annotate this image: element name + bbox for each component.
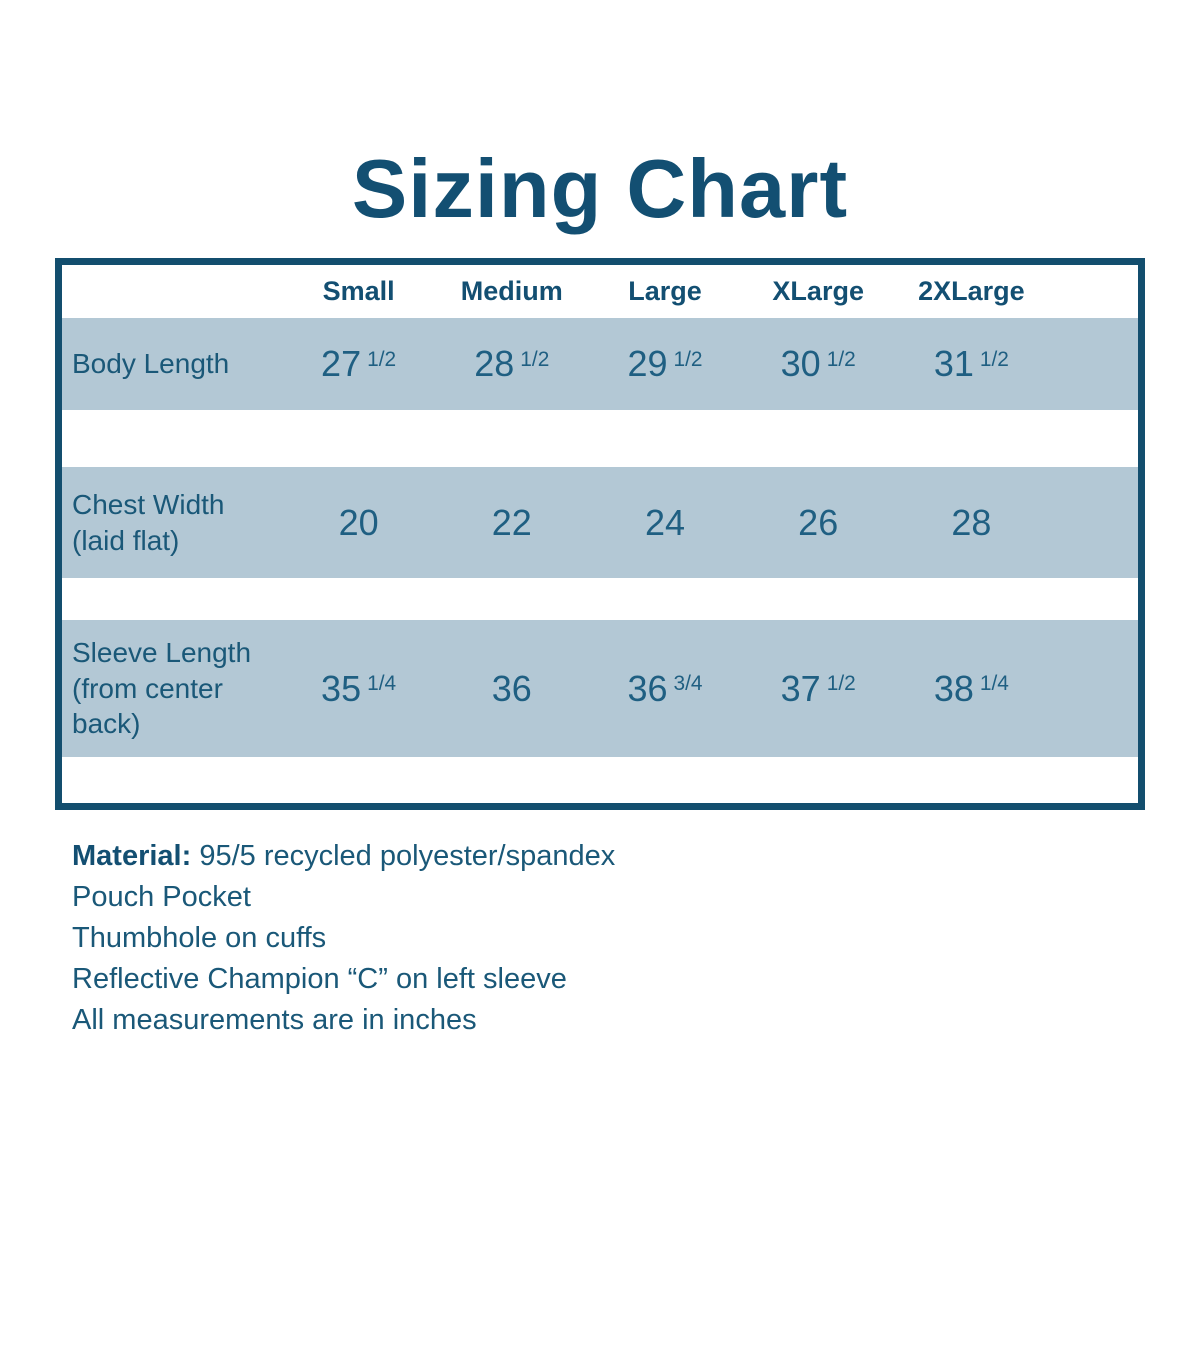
product-notes: Material: 95/5 recycled polyester/spande… [72,836,1200,1041]
fraction-superscript: 1/2 [979,347,1009,371]
column-header-xlarge: XLarge [772,276,864,306]
note-line: Reflective Champion “C” on left sleeve [72,963,567,995]
size-value: 31 1/2 [933,343,1009,384]
material-value: 95/5 recycled polyester/spandex [199,840,616,872]
fraction-superscript: 1/2 [520,347,550,371]
note-line: Thumbhole on cuffs [72,922,327,954]
size-value: 28 [951,501,992,543]
row-label-body-length: Body Length [72,348,230,380]
size-value: 20 [338,501,379,543]
size-value: 29 1/2 [627,343,703,384]
row-spacer [62,578,1138,620]
size-value: 28 1/2 [474,343,550,384]
page-title: Sizing Chart [351,142,849,235]
note-line: Pouch Pocket [72,881,251,913]
size-value: 24 [644,501,686,543]
row-spacer [62,410,1138,467]
column-header-2xlarge: 2XLarge [918,276,1025,306]
size-value: 38 1/4 [933,667,1009,709]
sizing-table: Small Medium Large XLarge 2XLarge Body L… [55,258,1145,810]
table-row-sleeve-length: Sleeve Length (from center back) 35 1/4 3… [62,620,1138,757]
size-value: 35 1/4 [321,667,397,709]
column-header-small: Small [322,276,395,306]
fraction-superscript: 1/2 [673,347,703,371]
table-header-row: Small Medium Large XLarge 2XLarge [62,265,1138,318]
size-value: 37 1/2 [780,667,856,709]
size-value: 22 [491,501,532,543]
size-value: 30 1/2 [780,343,856,384]
column-header-large: Large [628,276,702,306]
fraction-superscript: 1/4 [367,672,397,696]
row-label-chest-width: Chest Width (laid flat) [72,488,225,556]
fraction-superscript: 1/4 [979,672,1009,696]
size-value: 36 3/4 [627,667,703,709]
size-value: 26 [798,501,839,543]
size-value: 27 1/2 [321,343,397,384]
fraction-superscript: 1/2 [826,347,856,371]
note-line: All measurements are in inches [72,1004,477,1036]
fraction-superscript: 1/2 [826,672,856,696]
material-label: Material: [72,840,192,872]
note-material: Material: 95/5 recycled polyester/spande… [72,836,1200,877]
table-row-body-length: Body Length 27 1/2 28 1/2 29 1/2 30 1/2 31 1/… [62,318,1138,410]
fraction-superscript: 1/2 [367,347,397,371]
fraction-superscript: 3/4 [673,672,703,696]
row-label-sleeve-length: Sleeve Length (from center back) [72,637,252,740]
table-row-chest-width: Chest Width (laid flat) 20 22 24 26 28 [62,467,1138,578]
column-header-medium: Medium [460,276,563,306]
size-value: 36 [491,667,532,709]
